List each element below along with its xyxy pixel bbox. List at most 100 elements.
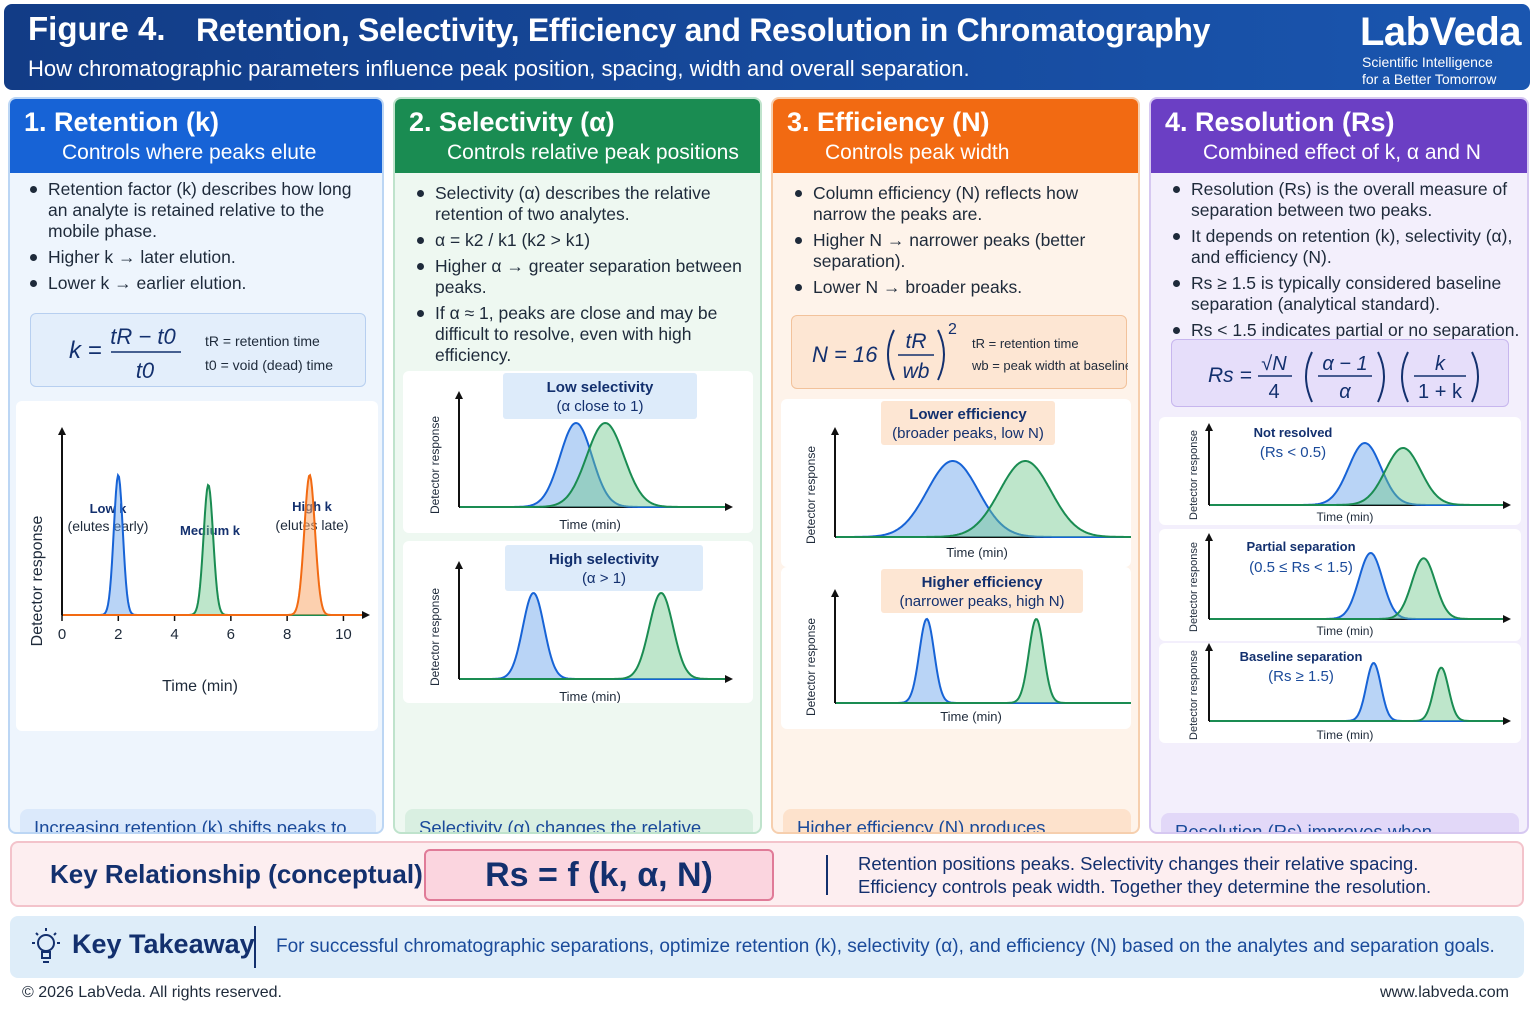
bullet-item: Retention factor (k) describes how long … <box>28 179 368 242</box>
y-axis-label: Detector response <box>804 446 818 544</box>
summary-note: Increasing retention (k) shifts peaks to… <box>20 809 376 832</box>
page-subtitle: How chromatographic parameters influence… <box>28 56 970 81</box>
x-axis-label: Time (min) <box>559 689 621 703</box>
x-axis-arrow <box>1503 501 1511 509</box>
partial-separation-chart: Partial separation (0.5 ≤ Rs < 1.5) Dete… <box>1188 533 1511 638</box>
peak-label: Low k <box>90 501 128 516</box>
low-selectivity-chart: Low selectivity (α close to 1) Detector … <box>428 373 733 532</box>
definition-text: wb = peak width at baseline <box>971 358 1128 373</box>
y-axis-arrow <box>1205 423 1213 431</box>
formula-numerator: α − 1 <box>1322 353 1367 375</box>
bullet-item: Higher α → greater separation between pe… <box>415 256 755 298</box>
bullet-item: Column efficiency (N) reflects how narro… <box>793 183 1133 225</box>
x-axis-label: Time (min) <box>1317 728 1374 742</box>
definition-text: tR = retention time <box>972 336 1079 351</box>
y-axis-arrow <box>1205 643 1213 651</box>
bullet-list: Column efficiency (N) reflects how narro… <box>793 183 1133 303</box>
panel-title: 1. Retention (k) <box>24 107 220 137</box>
chart-sublabel: (0.5 ≤ Rs < 1.5) <box>1249 559 1353 576</box>
peak-2 <box>460 591 725 680</box>
panel-header: 4. Resolution (Rs) Combined effect of k,… <box>1151 99 1527 173</box>
peak-2 <box>1210 447 1503 506</box>
peak-2-fill <box>836 461 1137 537</box>
brand-tagline: for a Better Tomorrow <box>1362 71 1497 87</box>
chart-label: Low selectivity <box>547 379 654 396</box>
bullet-item: α = k2 / k1 (k2 > k1) <box>415 230 755 251</box>
chart-area: Detector response Time (min) Low k (elut… <box>16 401 378 731</box>
peak-sublabel: (elutes early) <box>68 518 149 534</box>
formula-denominator: 1 + k <box>1418 381 1463 403</box>
peak-2 <box>460 421 725 508</box>
peak-1-fill <box>836 619 1131 703</box>
panel-title: 3. Efficiency (N) <box>787 107 990 137</box>
key-label: Key Relationship (conceptual): <box>50 859 432 889</box>
panel-subtitle: Controls where peaks elute <box>62 141 317 164</box>
chart-area: Baseline separation (Rs ≥ 1.5) Detector … <box>1159 643 1521 743</box>
bullet-item: Resolution (Rs) is the overall measure o… <box>1171 179 1521 221</box>
formula-exponent: 2 <box>948 321 957 338</box>
chart-sublabel: (broader peaks, low N) <box>892 425 1044 442</box>
chart-label: Lower efficiency <box>909 406 1027 423</box>
key-text: Efficiency controls peak width. Together… <box>858 876 1432 897</box>
formula-denominator: α <box>1339 381 1351 403</box>
panel-header: 1. Retention (k) Controls where peaks el… <box>10 99 382 173</box>
panel-subtitle: Controls peak width <box>825 141 1010 164</box>
higher-efficiency-chart: Higher efficiency (narrower peaks, high … <box>804 569 1138 724</box>
y-axis-label: Detector response <box>29 516 46 647</box>
formula-lhs: k = <box>69 337 102 364</box>
peak-2-fill <box>460 423 725 507</box>
x-axis-label: Time (min) <box>1317 510 1374 524</box>
bullet-item: It depends on retention (k), selectivity… <box>1171 226 1521 268</box>
chart-area: Higher efficiency (narrower peaks, high … <box>781 567 1138 729</box>
bullet-item: Higher k → later elution. <box>28 247 368 268</box>
x-tick-label: 4 <box>170 626 178 643</box>
chart-label: Higher efficiency <box>922 574 1044 591</box>
peak-1 <box>836 460 1137 538</box>
bullet-item: Lower k → earlier elution. <box>28 273 368 294</box>
chart-area: Not resolved (Rs < 0.5) Detector respons… <box>1159 417 1521 525</box>
formula-numerator: tR <box>906 330 927 353</box>
panel-retention: 1. Retention (k) Controls where peaks el… <box>8 97 384 834</box>
bullet-list: Resolution (Rs) is the overall measure o… <box>1171 179 1521 346</box>
chart-sublabel: (Rs ≥ 1.5) <box>1268 668 1334 685</box>
chart-label: Baseline separation <box>1240 649 1363 664</box>
x-axis-label: Time (min) <box>559 517 621 532</box>
formula-efficiency: N = 16 tR wb 2 tR = retention time wb = … <box>812 321 1132 383</box>
copyright: © 2026 LabVeda. All rights reserved. <box>22 984 282 1001</box>
y-axis-label: Detector response <box>1188 650 1200 740</box>
chart-label: Partial separation <box>1246 539 1355 554</box>
formula-lhs: N = 16 <box>812 342 878 367</box>
chart-sublabel: (Rs < 0.5) <box>1260 444 1326 461</box>
website-link[interactable]: www.labveda.com <box>1380 984 1509 1001</box>
formula-box: Rs = √N 4 α − 1 α k 1 + k <box>1171 339 1509 407</box>
formula-retention: k = tR − t0 t0 tR = retention time t0 = … <box>69 324 333 383</box>
peak-2-fill <box>1210 667 1503 721</box>
divider <box>254 926 256 968</box>
formula-lhs: Rs = <box>1208 364 1252 387</box>
lower-efficiency-chart: Lower efficiency (broader peaks, low N) … <box>804 401 1138 560</box>
bullet-item: Lower N → broader peaks. <box>793 277 1133 298</box>
takeaway-text: For successful chromatographic separatio… <box>276 936 1495 957</box>
panel-resolution: 4. Resolution (Rs) Combined effect of k,… <box>1149 97 1529 834</box>
peak-1-fill <box>1210 663 1503 721</box>
y-axis-arrow <box>1205 533 1213 541</box>
y-axis-label: Detector response <box>428 416 442 514</box>
y-axis-label: Detector response <box>1188 542 1200 632</box>
y-axis-label: Detector response <box>1188 430 1200 520</box>
figure-label: Figure 4. <box>28 10 166 47</box>
brand-logo: LabVeda <box>1360 10 1522 54</box>
chart-label: Not resolved <box>1254 425 1333 440</box>
summary-note: Higher efficiency (N) produces narrower … <box>783 809 1131 832</box>
summary-note: Resolution (Rs) improves when retention … <box>1161 813 1519 832</box>
brand-tagline: Scientific Intelligence <box>1362 54 1493 70</box>
bullet-item: Rs < 1.5 indicates partial or no separat… <box>1171 320 1521 341</box>
panel-efficiency: 3. Efficiency (N) Controls peak width Co… <box>771 97 1140 834</box>
chart-area: Lower efficiency (broader peaks, low N) … <box>781 399 1138 567</box>
key-takeaway: Key Takeaway For successful chromatograp… <box>10 916 1524 978</box>
panel-subtitle: Controls relative peak positions <box>447 141 739 164</box>
panel-title: 4. Resolution (Rs) <box>1165 107 1395 137</box>
formula-denominator: 4 <box>1268 381 1279 403</box>
chart-label: High selectivity <box>549 551 660 568</box>
y-axis-arrow <box>455 391 463 399</box>
peak-1-fill <box>1210 443 1503 505</box>
